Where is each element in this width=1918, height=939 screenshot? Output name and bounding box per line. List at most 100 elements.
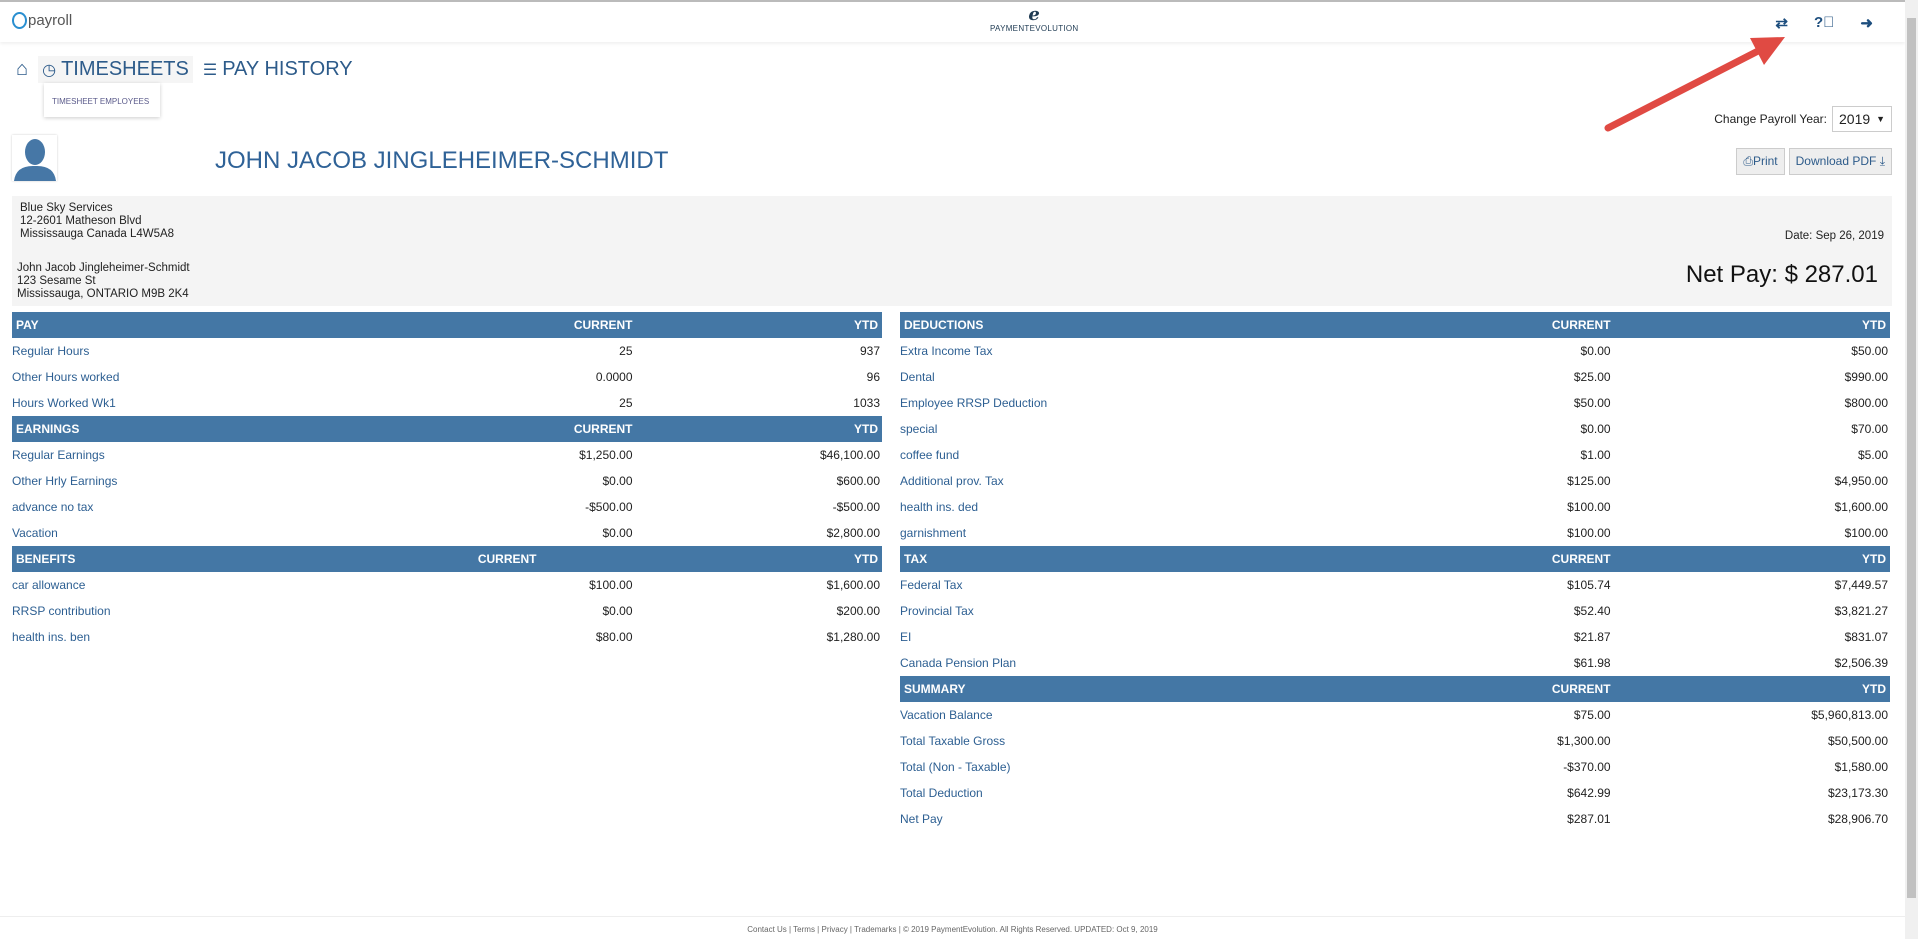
employee-name: JOHN JACOB JINGLEHEIMER-SCHMIDT <box>215 147 669 174</box>
row-label: Additional prov. Tax <box>900 474 1004 488</box>
print-button[interactable]: ⎙Print <box>1736 148 1785 175</box>
row-label: Other Hrly Earnings <box>12 474 118 488</box>
row-ytd: $23,173.30 <box>1827 786 1888 800</box>
menu-item-timesheet-employees[interactable]: TIMESHEET EMPLOYEES <box>52 97 150 106</box>
footer-links[interactable]: Contact Us | Terms | Privacy | Trademark… <box>747 925 1158 934</box>
table-row: special $0.00 $70.00 <box>900 416 1890 442</box>
row-current: $1.00 <box>1580 448 1611 462</box>
current-header: CURRENT <box>434 416 635 442</box>
nav-timesheets-label: TIMESHEETS <box>61 58 189 80</box>
current-header: CURRENT <box>1412 546 1613 572</box>
payroll-logo[interactable]: payroll <box>12 12 72 29</box>
table-row: Vacation Balance $75.00 $5,960,813.00 <box>900 702 1890 728</box>
main-nav: ⌂ ◷ TIMESHEETS ☰ PAY HISTORY <box>12 56 357 83</box>
top-bar: payroll e PAYMENTEVOLUTION ⇄ ?⃝ ➜ <box>0 0 1905 42</box>
table-row: Total Deduction $642.99 $23,173.30 <box>900 780 1890 806</box>
section-header: PAY CURRENT YTD <box>12 312 882 338</box>
employee-city: Mississauga, ONTARIO M9B 2K4 <box>17 288 189 300</box>
row-label: Canada Pension Plan <box>900 656 1017 670</box>
avatar <box>12 135 57 181</box>
ytd-header: YTD <box>634 312 882 338</box>
help-icon[interactable]: ?⃝ <box>1814 14 1835 31</box>
row-label: Net Pay <box>900 812 943 826</box>
row-current: $642.99 <box>1567 786 1611 800</box>
row-label: Provincial Tax <box>900 604 974 618</box>
row-ytd: 1033 <box>853 396 880 410</box>
ytd-header: YTD <box>634 416 882 442</box>
year-select[interactable]: 2019 ▼ <box>1832 106 1892 132</box>
section-title: DEDUCTIONS <box>900 312 1413 338</box>
nav-pay-history[interactable]: ☰ PAY HISTORY <box>199 56 357 83</box>
row-label: EI <box>900 630 912 644</box>
ytd-header: YTD <box>1612 546 1890 572</box>
row-label: coffee fund <box>900 448 960 462</box>
section-header: EARNINGS CURRENT YTD <box>12 416 882 442</box>
section-title: SUMMARY <box>900 676 1413 702</box>
nav-timesheets[interactable]: ◷ TIMESHEETS <box>38 56 193 83</box>
paystub-info: Blue Sky Services 12-2601 Matheson Blvd … <box>12 196 1892 306</box>
employee-address: John Jacob Jingleheimer-Schmidt 123 Sesa… <box>17 262 190 301</box>
table-row: Other Hrly Earnings $0.00 $600.00 <box>12 468 882 494</box>
row-ytd: $990.00 <box>1844 370 1888 384</box>
row-current: $21.87 <box>1573 630 1611 644</box>
company-street: 12-2601 Matheson Blvd <box>20 215 142 227</box>
row-current: $61.98 <box>1573 656 1611 670</box>
row-label: Total Taxable Gross <box>900 734 1006 748</box>
section-title: PAY <box>12 312 435 338</box>
row-current: $0.00 <box>602 604 633 618</box>
row-label: garnishment <box>900 526 967 540</box>
row-current: $125.00 <box>1567 474 1611 488</box>
row-current: $75.00 <box>1573 708 1611 722</box>
section-header: DEDUCTIONS CURRENT YTD <box>900 312 1890 338</box>
row-ytd: $5.00 <box>1857 448 1888 462</box>
clock-icon: ◷ <box>42 61 57 79</box>
switch-arrows-icon[interactable]: ⇄ <box>1775 15 1788 32</box>
row-current: $25.00 <box>1573 370 1611 384</box>
nav-pay-history-label: PAY HISTORY <box>222 58 353 80</box>
ytd-header: YTD <box>634 546 882 572</box>
row-current: $1,250.00 <box>579 448 633 462</box>
section-header: SUMMARY CURRENT YTD <box>900 676 1890 702</box>
table-row: Employee RRSP Deduction $50.00 $800.00 <box>900 390 1890 416</box>
row-ytd: $5,960,813.00 <box>1811 708 1888 722</box>
user-silhouette-icon <box>14 139 56 181</box>
table-row: car allowance $100.00 $1,600.00 <box>12 572 882 598</box>
row-ytd: $7,449.57 <box>1834 578 1888 592</box>
brand-logo: e PAYMENTEVOLUTION <box>990 6 1079 34</box>
table-row: Total (Non - Taxable) -$370.00 $1,580.00 <box>900 754 1890 780</box>
row-ytd: $3,821.27 <box>1834 604 1888 618</box>
row-label: Total (Non - Taxable) <box>900 760 1011 774</box>
current-header: CURRENT <box>434 546 635 572</box>
table-row: Hours Worked Wk1 25 1033 <box>12 390 882 416</box>
table-row: Dental $25.00 $990.00 <box>900 364 1890 390</box>
scrollbar[interactable] <box>1905 0 1918 939</box>
year-label: Change Payroll Year: <box>1714 112 1827 126</box>
row-label: Regular Hours <box>12 344 90 358</box>
row-label: advance no tax <box>12 500 94 514</box>
row-ytd: $50.00 <box>1851 344 1888 358</box>
table-row: Extra Income Tax $0.00 $50.00 <box>900 338 1890 364</box>
download-pdf-button[interactable]: Download PDF ⤓ <box>1788 148 1892 175</box>
table-row: Other Hours worked 0.0000 96 <box>12 364 882 390</box>
row-label: special <box>900 422 938 436</box>
table-row: coffee fund $1.00 $5.00 <box>900 442 1890 468</box>
section-title: TAX <box>900 546 1413 572</box>
row-ytd: $831.07 <box>1844 630 1888 644</box>
row-label: Vacation <box>12 526 58 540</box>
brand-text: PAYMENTEVOLUTION <box>990 24 1079 33</box>
row-current: $50.00 <box>1573 396 1611 410</box>
logout-icon[interactable]: ➜ <box>1860 15 1873 32</box>
row-ytd: $1,280.00 <box>826 630 880 644</box>
payroll-year-control: Change Payroll Year: 2019 ▼ <box>1714 106 1892 132</box>
section-title: EARNINGS <box>12 416 435 442</box>
row-current: $52.40 <box>1573 604 1611 618</box>
table-row: Net Pay $287.01 $28,906.70 <box>900 806 1890 832</box>
table-row: health ins. ded $100.00 $1,600.00 <box>900 494 1890 520</box>
row-ytd: $70.00 <box>1851 422 1888 436</box>
scrollbar-thumb[interactable] <box>1907 18 1916 898</box>
table-row: Provincial Tax $52.40 $3,821.27 <box>900 598 1890 624</box>
row-ytd: $600.00 <box>836 474 880 488</box>
home-icon[interactable]: ⌂ <box>16 58 29 80</box>
table-row: RRSP contribution $0.00 $200.00 <box>12 598 882 624</box>
row-label: Regular Earnings <box>12 448 105 462</box>
